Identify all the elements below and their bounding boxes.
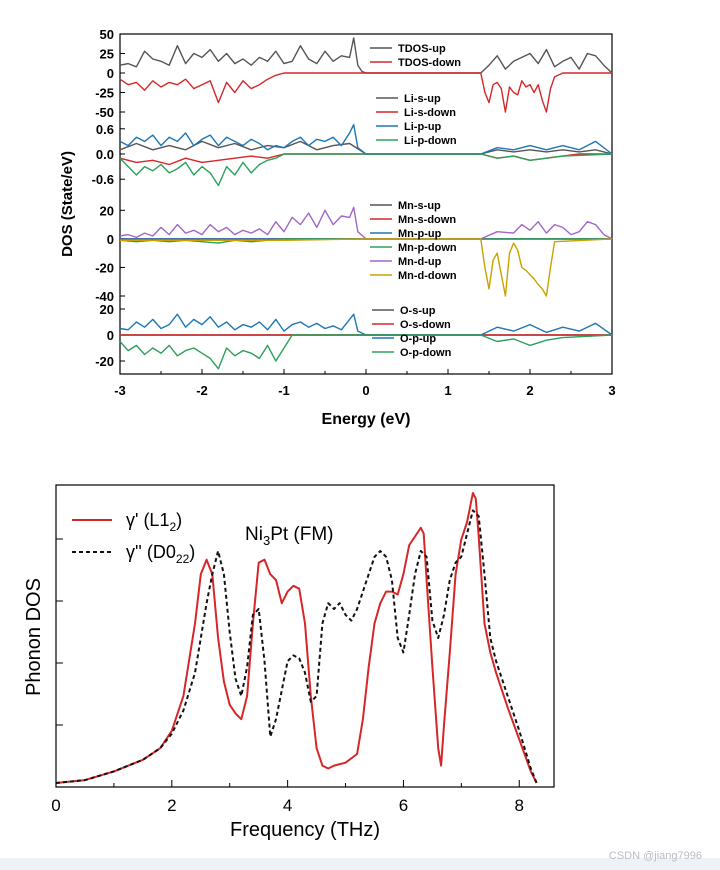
ytick-label: 0.0 [96,147,114,162]
ytick-label: -20 [95,260,114,275]
ytick-label: 20 [100,203,114,218]
xtick-label: 0 [51,796,60,815]
panel-tdos: 50 25 0 -25 -50 TDOS-up TDOS-down [95,27,613,120]
legend-label: Mn-d-down [398,270,457,282]
xtick-label: -3 [114,383,126,398]
xtick-label: 2 [167,796,176,815]
bottom-band [0,858,720,870]
xtick-label: 4 [283,796,292,815]
legend-label: Mn-s-down [398,214,456,226]
dos-ylabel: DOS (State/eV) [59,151,76,257]
xtick-label: 8 [515,796,524,815]
legend-label: γ'' (D022) [126,542,195,566]
series-mn-d-up [119,206,613,240]
panel-mn: 20 0 -20 -40 Mn-s-up Mn-s-down Mn-p-up Mn-p-dow… [95,200,613,304]
xtick-label: 3 [608,383,615,398]
xtick-label: 1 [444,383,451,398]
series-li-p-up [119,123,613,155]
legend-label: γ' (L12) [126,510,182,534]
legend-label: Li-s-down [404,107,456,119]
xtick-label: -2 [196,383,208,398]
legend-label: Mn-p-up [398,228,442,240]
legend-label: O-s-up [400,305,436,317]
phonon-legend: γ' (L12) γ'' (D022) [72,510,195,566]
ytick-label: -50 [95,105,114,120]
xtick-label: -1 [278,383,290,398]
ytick-label: 0 [107,232,114,247]
legend-label: O-s-down [400,319,451,331]
ytick-label: 20 [100,302,114,317]
ytick-label: 50 [100,27,114,42]
xtick-label: 6 [399,796,408,815]
ytick-label: -0.6 [92,172,114,187]
ytick-label: 25 [100,47,114,62]
watermark: CSDN @jiang7996 [608,850,702,862]
series-tdos-up [119,37,613,74]
xtick-label: 2 [526,383,533,398]
dos-chart: 50 25 0 -25 -50 TDOS-up TDOS-down 0.6 0.0 -0.6 Li-… [59,27,616,428]
dos-xlabel: Energy (eV) [322,411,411,428]
series-o-p-up [119,313,613,336]
legend-label: Li-p-down [404,135,457,147]
series-mn-d-down [120,238,613,297]
ytick-label: -20 [95,354,114,369]
legend-label: TDOS-down [398,57,461,69]
legend-label: Li-p-up [404,121,442,133]
legend-label: Li-s-up [404,93,441,105]
phonon-ylabel: Phonon DOS [23,578,45,696]
series-o-p-down [119,334,613,370]
ytick-label: 0.6 [96,122,114,137]
legend-label: TDOS-up [398,43,446,55]
panel-o: 20 0 -20 O-s-up O-s-down O-p-up O-p-down [95,302,613,370]
ytick-label: -40 [95,289,114,304]
series-li-p-down [119,153,613,187]
phonon-chart: 0 2 4 6 8 Frequency (THz) Phonon DOS γ' (L12… [23,484,555,841]
phonon-xlabel: Frequency (THz) [230,819,380,841]
series-gamma-prime [55,492,538,784]
phonon-title: Ni3Pt (FM) [245,524,334,548]
legend-label: Mn-p-down [398,242,457,254]
series-tdos-down [119,72,612,113]
ytick-label: 0 [107,328,114,343]
xtick-label: 0 [362,383,369,398]
ytick-label: -25 [95,86,114,101]
ytick-label: 0 [107,66,114,81]
panel-li: 0.6 0.0 -0.6 Li-s-up Li-s-down Li-p-up Li-p-do… [92,93,613,187]
legend-label: Mn-s-up [398,200,441,212]
phonon-plot-frame [55,484,555,788]
legend-label: Mn-d-up [398,256,442,268]
legend-label: O-p-up [400,333,436,345]
legend-label: O-p-down [400,347,452,359]
series-li-s-up [119,140,613,155]
